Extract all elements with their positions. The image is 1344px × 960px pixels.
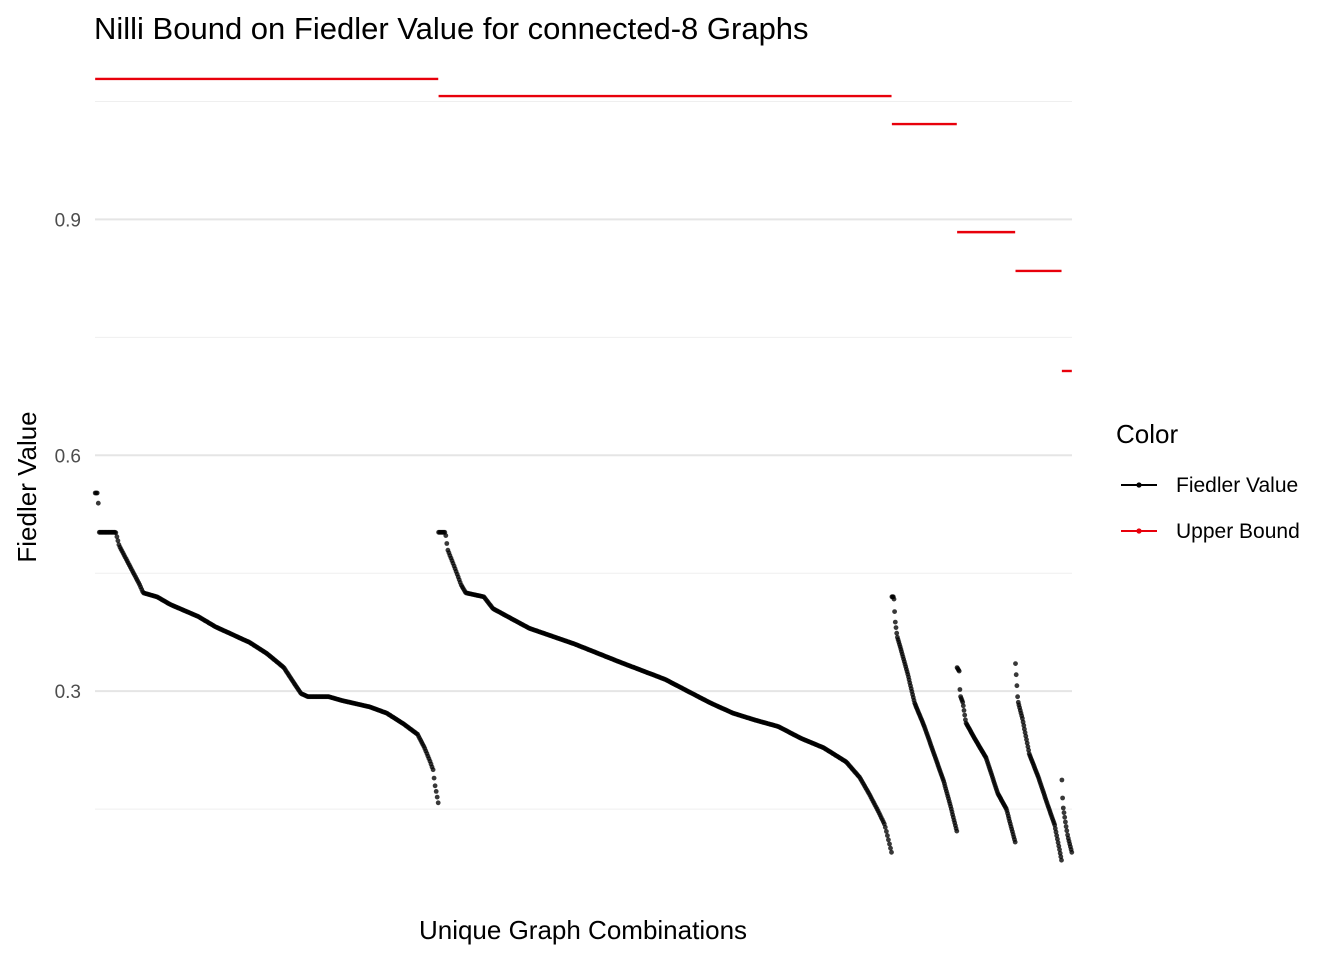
fiedler-point [113,530,119,536]
fiedler-point [1012,839,1018,845]
fiedler-point [94,490,100,496]
legend-key-dot [1136,528,1142,534]
fiedler-point [886,837,891,843]
fiedler-point [114,534,120,540]
fiedler-point [443,533,449,538]
fiedler-point [95,500,101,506]
fiedler-point [960,699,966,705]
fiedler-point [1064,828,1070,834]
plot-panel: 0.3 0.6 0.9 [55,77,1075,863]
fiedler-point [444,541,450,546]
fiedler-point [435,800,441,806]
y-tick-label: 0.3 [55,682,81,703]
y-tick-label: 0.9 [55,210,81,231]
legend: Color Fiedler Value Upper Bound [1116,419,1300,543]
fiedler-point [1059,857,1064,863]
upper-bound-series [95,77,1072,373]
fiedler-point [893,625,899,630]
fiedler-point [894,630,900,636]
fiedler-point [960,703,966,709]
fiedler-point [1053,829,1059,835]
fiedler-point [1062,814,1068,820]
fiedler-point [962,712,968,718]
fiedler-point [954,828,960,834]
y-tick-labels: 0.3 0.6 0.9 [55,210,81,703]
fiedler-point [115,538,121,544]
legend-key-upper-bound [1121,528,1157,534]
fiedler-point [1057,847,1062,852]
legend-key-fiedler-value [1121,482,1157,488]
fiedler-point [431,775,437,781]
fiedler-point [1060,805,1066,811]
grid-lines [95,100,1072,810]
y-tick-label: 0.6 [55,446,81,467]
fiedler-point [888,845,893,851]
y-axis-title: Fiedler Value [12,411,42,562]
legend-label-fiedler-value: Fiedler Value [1176,474,1298,497]
fiedler-point [887,841,892,847]
fiedler-point [891,596,897,602]
fiedler-point [434,794,440,800]
fiedler-point [1060,795,1065,801]
fiedler-point [430,767,436,773]
fiedler-point [1059,777,1065,783]
chart-title: Nilli Bound on Fiedler Value for connect… [94,11,809,46]
fiedler-point [1014,683,1020,689]
fiedler-point [1061,810,1067,816]
fiedler-point [1063,824,1069,829]
legend-title: Color [1116,419,1178,449]
fiedler-point [1015,694,1020,700]
fiedler-point [892,609,897,614]
legend-key-dot [1136,482,1142,488]
fiedler-point [892,619,898,625]
fiedler-point [956,668,962,674]
fiedler-point [1021,723,1027,728]
fiedler-point [1013,672,1019,678]
fiedler-point [961,708,967,713]
fiedler-point [957,687,963,692]
fiedler-point [889,849,894,855]
fiedler-point [1063,819,1068,825]
fiedler-point [885,833,890,838]
legend-label-upper-bound: Upper Bound [1176,520,1300,543]
fiedler-point [1069,849,1075,855]
fiedler-point [1013,661,1018,666]
fiedler-value-series [92,490,1075,863]
fiedler-point [882,824,888,830]
fiedler-point [432,783,438,789]
fiedler-point [1024,740,1030,746]
x-axis-title: Unique Graph Combinations [419,915,747,945]
fiedler-point [433,789,439,794]
fiedler-point [884,829,889,834]
